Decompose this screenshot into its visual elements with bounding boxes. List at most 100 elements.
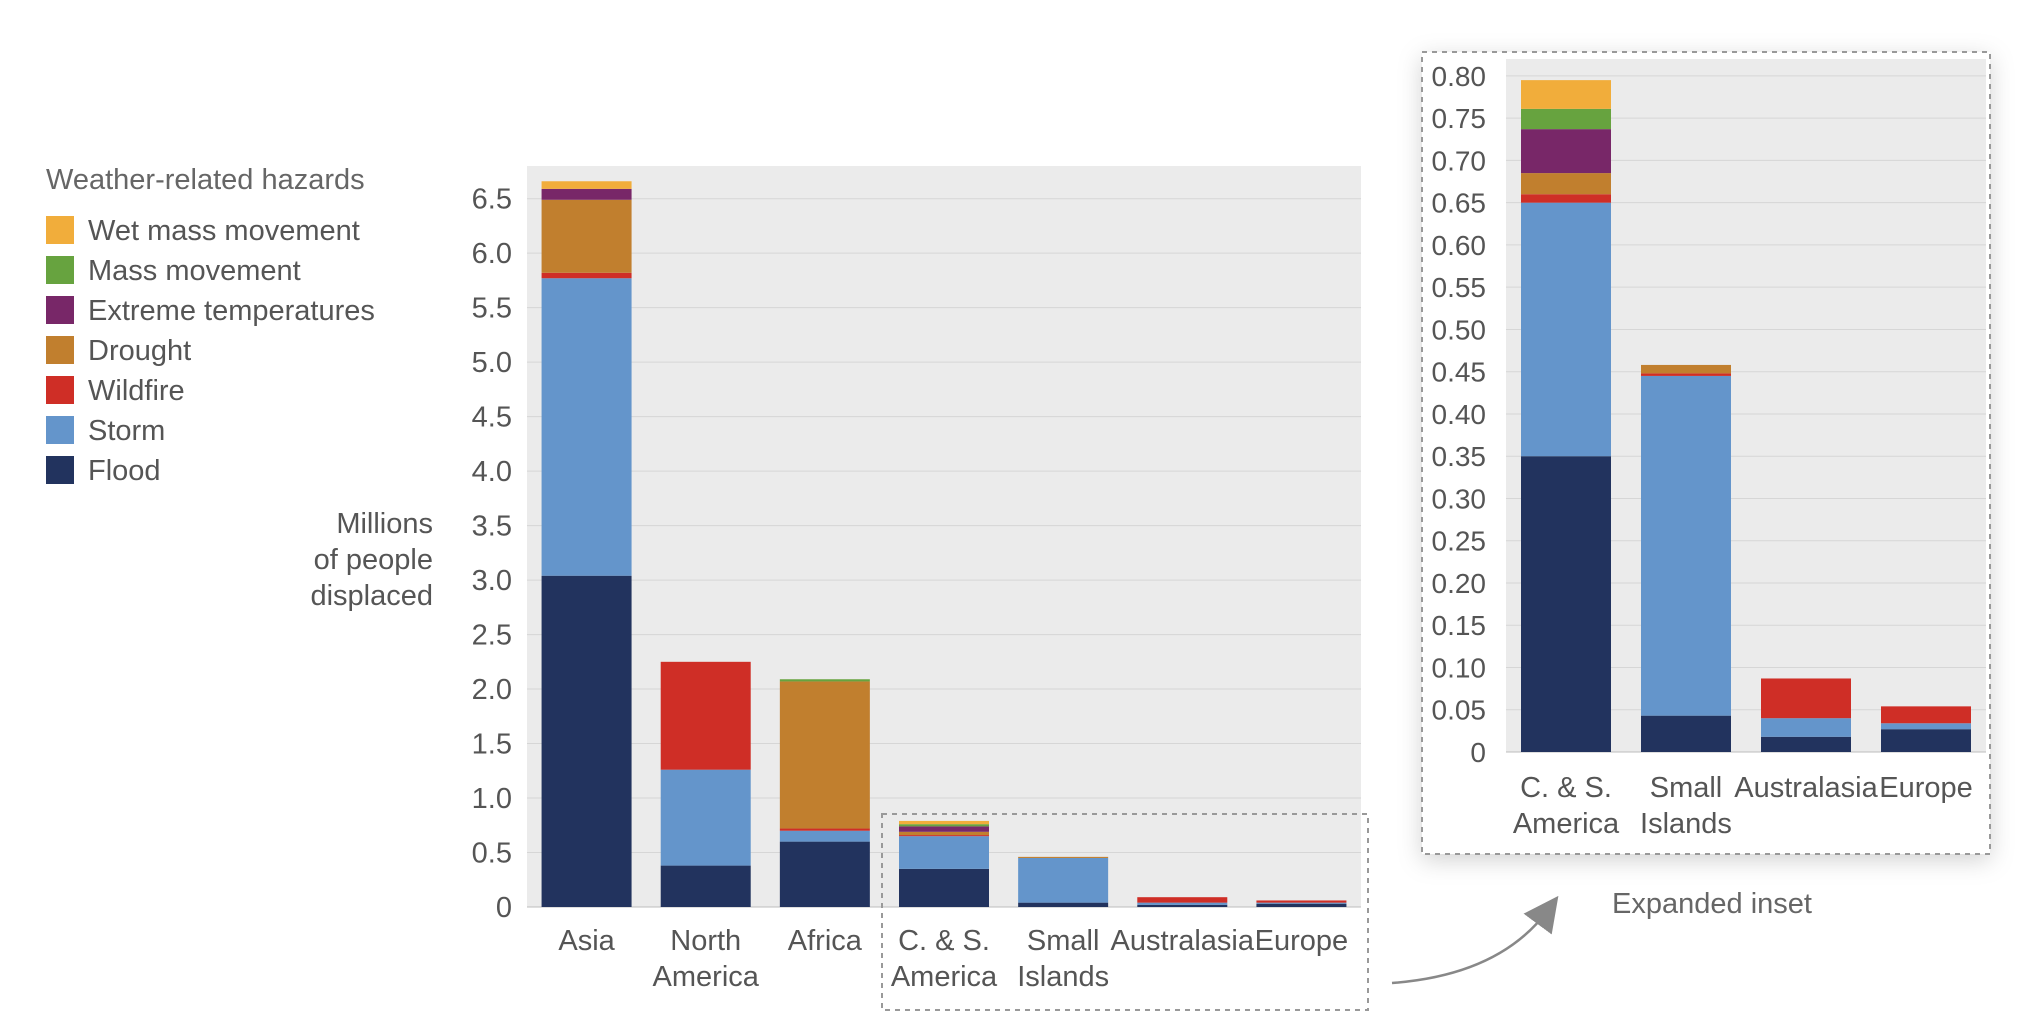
legend-swatch — [46, 376, 74, 404]
bar-segment — [541, 188, 632, 200]
legend-label: Wildfire — [88, 375, 185, 407]
y-tick-label: 0 — [1470, 737, 1486, 768]
bar-segment — [1137, 904, 1228, 907]
x-tick-label: Australasia — [1111, 925, 1255, 957]
bar-segment — [1521, 202, 1611, 457]
x-tick-label: Europe — [1879, 772, 1973, 804]
y-tick-label: 0.80 — [1432, 61, 1487, 92]
bar-segment — [779, 681, 870, 829]
y-tick-label: 5.0 — [472, 347, 512, 379]
arrow-to-inset — [1391, 895, 1559, 985]
y-axis-label-line-1: Millions — [336, 508, 433, 540]
x-tick-label: C. & S. — [898, 925, 990, 957]
y-tick-label: 0.70 — [1432, 145, 1487, 176]
y-tick-label: 0.25 — [1432, 526, 1487, 557]
y-tick-label: 2.0 — [472, 674, 512, 706]
bar-segment — [899, 868, 989, 907]
bar-segment — [1137, 902, 1228, 905]
x-tick-label: Small — [1650, 772, 1723, 804]
bar-segment — [779, 841, 870, 907]
bar-segment — [660, 769, 751, 866]
y-tick-label: 0.10 — [1432, 652, 1487, 683]
y-tick-label: 0.15 — [1432, 610, 1487, 641]
y-tick-label: 0 — [496, 892, 512, 924]
y-tick-label: 0.05 — [1432, 695, 1487, 726]
inset-chart: 0 0.05 0.10 0.15 0.20 0.25 0.30 0.35 0.40 0.45 0.5… — [1421, 51, 1991, 855]
legend-label: Extreme temperatures — [88, 295, 375, 327]
bar-segment — [899, 824, 989, 827]
y-tick-label: 6.5 — [472, 184, 512, 216]
x-tick-label: Islands — [1640, 808, 1732, 840]
y-tick-label: 0.60 — [1432, 230, 1487, 261]
bar-segment — [779, 679, 870, 682]
legend-label: Flood — [88, 455, 161, 487]
x-tick-label: America — [1513, 808, 1620, 840]
y-tick-label: 4.0 — [472, 456, 512, 488]
legend-swatch — [46, 456, 74, 484]
y-tick-label: 3.5 — [472, 511, 512, 543]
legend-swatch — [46, 256, 74, 284]
bar-segment — [541, 278, 632, 576]
bar-segment — [1641, 364, 1731, 374]
y-tick-label: 1.0 — [472, 783, 512, 815]
bar-segment — [1521, 108, 1611, 130]
bar-segment — [1018, 857, 1109, 903]
bar-segment — [660, 661, 751, 770]
y-tick-label: 6.0 — [472, 238, 512, 270]
legend-label: Mass movement — [88, 255, 301, 287]
bar-segment — [1256, 900, 1347, 903]
y-axis-label-line-2: of people — [314, 544, 433, 576]
x-tick-label: Europe — [1255, 925, 1349, 957]
y-tick-label: 0.20 — [1432, 568, 1487, 599]
legend: Weather-related hazards Wet mass movemen… — [46, 164, 375, 487]
bar-segment — [1521, 80, 1611, 109]
x-tick-label: America — [891, 961, 998, 993]
bar-segment — [899, 835, 989, 837]
legend-swatch — [46, 336, 74, 364]
bar-segment — [1137, 897, 1228, 903]
y-tick-label: 5.5 — [472, 293, 512, 325]
y-tick-label: 0.75 — [1432, 103, 1487, 134]
x-tick-label: C. & S. — [1520, 772, 1612, 804]
bar-segment — [1521, 173, 1611, 195]
bar-segment — [541, 575, 632, 907]
y-axis-label: Millions of people displaced — [310, 508, 433, 612]
bar-segment — [541, 181, 632, 189]
x-tick-label: North — [670, 925, 741, 957]
bar-segment — [1256, 903, 1347, 907]
y-tick-label: 0.5 — [472, 838, 512, 870]
bar-segment — [1761, 678, 1851, 719]
y-tick-label: 0.50 — [1432, 314, 1487, 345]
y-tick-label: 1.5 — [472, 729, 512, 761]
bar-segment — [1641, 715, 1731, 752]
y-tick-label: 4.5 — [472, 402, 512, 434]
bar-segment — [899, 826, 989, 832]
x-tick-label: America — [653, 961, 760, 993]
bar-segment — [1881, 729, 1971, 752]
x-tick-label: Africa — [788, 925, 863, 957]
bar-segment — [899, 831, 989, 836]
legend-label: Drought — [88, 335, 191, 367]
legend-title: Weather-related hazards — [46, 164, 365, 196]
bar-segment — [779, 828, 870, 831]
y-tick-label: 2.5 — [472, 620, 512, 652]
x-tick-label: Small — [1027, 925, 1100, 957]
y-tick-label: 0.65 — [1432, 188, 1487, 219]
bar-segment — [899, 820, 989, 825]
bar-segment — [1641, 375, 1731, 716]
bar-segment — [899, 836, 989, 869]
inset-caption: Expanded inset — [1612, 888, 1812, 920]
inset-selection-box — [881, 813, 1369, 1011]
inset-border — [1421, 51, 1991, 855]
bar-segment — [779, 830, 870, 842]
bar-segment — [1521, 194, 1611, 203]
y-tick-label: 0.35 — [1432, 441, 1487, 472]
main-plot-area — [527, 166, 1361, 907]
x-tick-label: Asia — [558, 925, 615, 957]
bar-segment — [1521, 129, 1611, 174]
legend-swatch — [46, 416, 74, 444]
bar-segment — [1641, 373, 1731, 376]
bar-segment — [1018, 856, 1109, 858]
